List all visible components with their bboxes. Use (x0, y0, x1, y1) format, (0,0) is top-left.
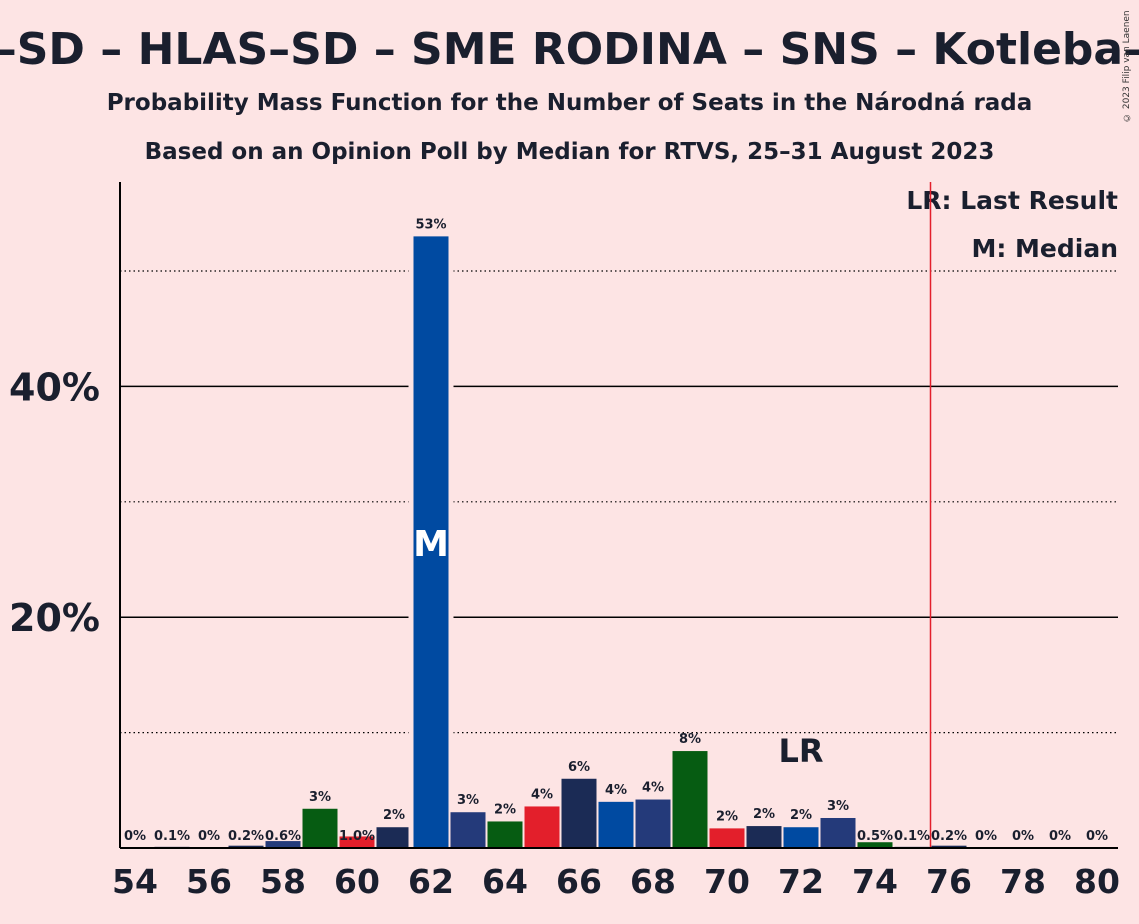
bar (931, 845, 967, 848)
last-result-marker: LR (778, 732, 823, 770)
bar (376, 827, 412, 848)
data-label: 2% (383, 808, 405, 823)
bar (561, 778, 597, 848)
x-tick-label: 70 (704, 862, 750, 901)
bar (228, 845, 264, 848)
data-label: 0.6% (265, 829, 301, 844)
data-label: 0% (124, 829, 146, 844)
y-tick-label: 40% (9, 365, 100, 409)
data-label: 2% (716, 809, 738, 824)
y-tick-label: 20% (9, 596, 100, 640)
data-label: 2% (494, 802, 516, 817)
legend-last-result: LR: Last Result (906, 186, 1118, 215)
data-label: 4% (642, 781, 664, 796)
data-label: 8% (679, 732, 701, 747)
data-label: 0.2% (931, 829, 967, 844)
x-tick-label: 78 (1000, 862, 1046, 901)
chart-title: Smer–SD – HLAS–SD – SME RODINA – SNS – K… (0, 24, 1139, 75)
x-tick-label: 80 (1074, 862, 1120, 901)
legend-median: M: Median (971, 234, 1118, 263)
data-label: 1.0% (339, 829, 375, 844)
bar (746, 826, 782, 848)
data-label: 4% (605, 783, 627, 798)
bar (413, 236, 449, 848)
bar (709, 828, 745, 848)
bar (672, 751, 708, 848)
bar (450, 812, 486, 848)
x-tick-label: 68 (630, 862, 676, 901)
x-tick-label: 66 (556, 862, 602, 901)
data-label: 3% (309, 790, 331, 805)
bar (487, 821, 523, 848)
data-label: 2% (790, 808, 812, 823)
data-label: 2% (753, 807, 775, 822)
x-tick-label: 64 (482, 862, 528, 901)
x-tick-label: 72 (778, 862, 824, 901)
x-tick-label: 60 (334, 862, 380, 901)
data-label: 0% (1086, 829, 1108, 844)
median-marker: M (413, 524, 449, 565)
bar (635, 799, 671, 848)
bar (598, 801, 634, 848)
x-tick-label: 56 (186, 862, 232, 901)
bar (302, 808, 338, 848)
data-label: 3% (827, 799, 849, 814)
bar (857, 842, 893, 848)
chart-subtitle-1: Probability Mass Function for the Number… (106, 90, 1033, 116)
x-tick-label: 74 (852, 862, 898, 901)
bar (820, 817, 856, 848)
data-label: 3% (457, 793, 479, 808)
data-label: 0% (198, 829, 220, 844)
bar (783, 827, 819, 848)
data-label: 53% (415, 217, 446, 232)
bar (339, 836, 375, 848)
bar (524, 806, 560, 848)
x-tick-label: 54 (112, 862, 158, 901)
data-label: 0.5% (857, 829, 893, 844)
data-label: 4% (531, 787, 553, 802)
data-label: 0.1% (894, 829, 930, 844)
x-tick-label: 76 (926, 862, 972, 901)
data-label: 6% (568, 760, 590, 775)
data-label: 0% (1012, 829, 1034, 844)
bar (265, 841, 301, 848)
chart-subtitle-2: Based on an Opinion Poll by Median for R… (144, 139, 995, 165)
data-label: 0.2% (228, 829, 264, 844)
data-label: 0% (975, 829, 997, 844)
x-tick-label: 58 (260, 862, 306, 901)
x-tick-label: 62 (408, 862, 454, 901)
data-label: 0.1% (154, 829, 190, 844)
data-label: 0% (1049, 829, 1071, 844)
